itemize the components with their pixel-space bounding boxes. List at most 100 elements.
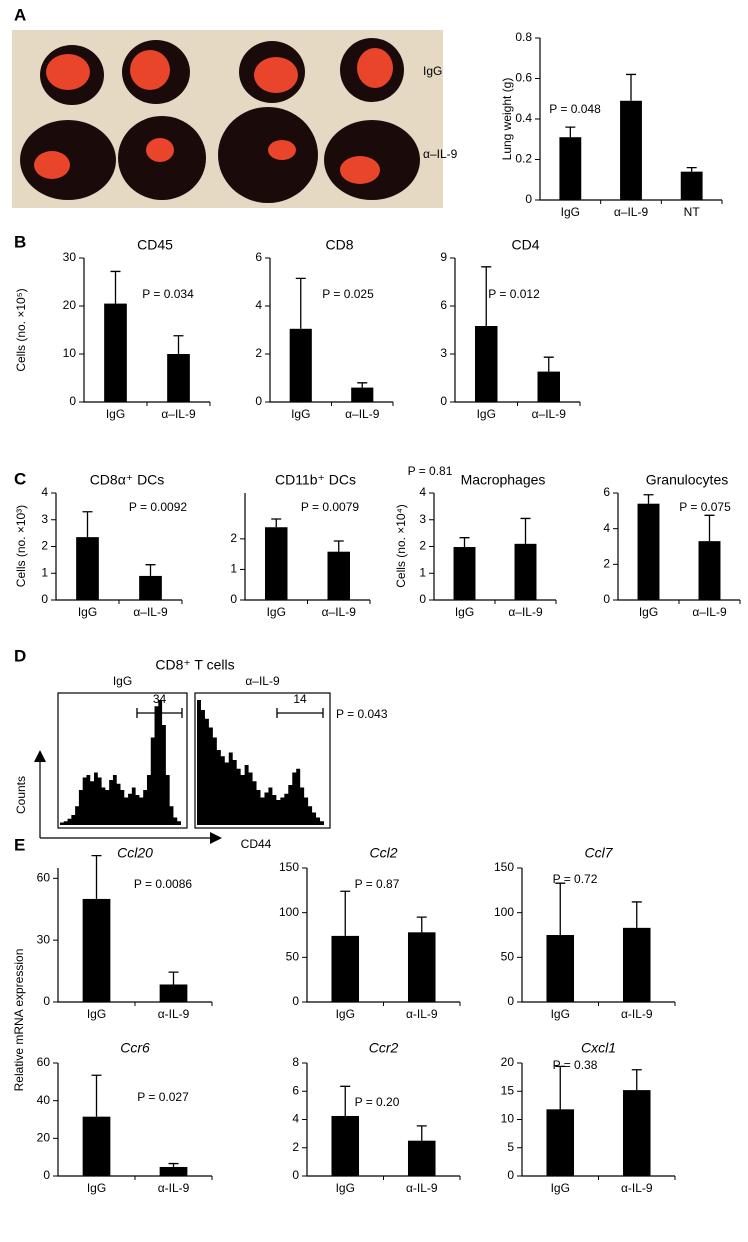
y-tick-label: 0.4 bbox=[515, 111, 532, 125]
bar bbox=[620, 100, 642, 200]
y-tick-label: 2 bbox=[419, 539, 426, 553]
x-tick-label: α-IL-9 bbox=[621, 1181, 653, 1195]
x-tick-label: α-IL-9 bbox=[158, 1007, 190, 1021]
x-tick-label: α-IL-9 bbox=[621, 1007, 653, 1021]
y-tick-label: 1 bbox=[419, 565, 426, 579]
chart-title: CD45 bbox=[137, 237, 173, 253]
x-tick-label: IgG bbox=[551, 1007, 570, 1021]
panel-label: A bbox=[14, 5, 26, 24]
bar bbox=[327, 551, 350, 600]
y-axis-label: Cells (no. ×10⁵) bbox=[14, 288, 28, 371]
y-tick-label: 0.8 bbox=[515, 30, 532, 44]
chart-title: Macrophages bbox=[461, 472, 546, 488]
error-bar bbox=[631, 901, 642, 928]
gate bbox=[276, 708, 324, 718]
p-value: P = 0.81 bbox=[408, 464, 453, 478]
bar bbox=[167, 354, 190, 402]
error-bar bbox=[357, 382, 368, 388]
bar bbox=[82, 1116, 111, 1176]
y-tick-label: 150 bbox=[279, 860, 299, 874]
p-value: P = 0.027 bbox=[137, 1090, 189, 1104]
bar bbox=[159, 1166, 188, 1176]
y-tick-label: 0 bbox=[230, 592, 237, 606]
x-tick-label: α–IL-9 bbox=[508, 605, 543, 619]
panel-label: C bbox=[14, 469, 26, 488]
p-value: P = 0.012 bbox=[488, 287, 540, 301]
y-tick-label: 0 bbox=[292, 994, 299, 1008]
x-tick-label: IgG bbox=[267, 605, 286, 619]
p-value: P = 0.72 bbox=[553, 872, 598, 886]
p-value: P = 0.0092 bbox=[129, 500, 187, 514]
photo-row-label: α–IL-9 bbox=[423, 147, 458, 161]
error-bar bbox=[340, 890, 351, 936]
y-axis-label: Cells (no. ×10⁴) bbox=[394, 504, 408, 588]
y-tick-label: 20 bbox=[63, 298, 77, 312]
bar bbox=[453, 547, 476, 600]
y-tick-label: 3 bbox=[440, 346, 447, 360]
error-bar bbox=[271, 518, 282, 528]
y-tick-label: 0 bbox=[69, 394, 76, 408]
y-tick-label: 10 bbox=[63, 346, 77, 360]
y-tick-label: 0 bbox=[255, 394, 262, 408]
bar bbox=[351, 387, 374, 402]
y-tick-label: 30 bbox=[63, 250, 77, 264]
axis-line bbox=[57, 1063, 212, 1177]
y-tick-label: 2 bbox=[41, 539, 48, 553]
error-bar bbox=[555, 1065, 566, 1110]
y-tick-label: 0 bbox=[525, 192, 532, 206]
error-bar bbox=[82, 511, 93, 538]
y-tick-label: 4 bbox=[419, 485, 426, 499]
error-bar bbox=[643, 494, 654, 504]
y-tick-label: 4 bbox=[41, 485, 48, 499]
p-value: P = 0.0086 bbox=[134, 877, 192, 891]
x-tick-label: IgG bbox=[477, 407, 496, 421]
bar bbox=[622, 927, 651, 1002]
gate-value: 34 bbox=[153, 692, 167, 706]
y-tick-label: 0 bbox=[292, 1168, 299, 1182]
p-value: P = 0.025 bbox=[322, 287, 374, 301]
x-tick-label: IgG bbox=[87, 1181, 106, 1195]
bar bbox=[546, 935, 575, 1002]
x-tick-label: IgG bbox=[106, 407, 125, 421]
error-bar bbox=[333, 540, 344, 552]
error-bar bbox=[704, 514, 715, 542]
y-tick-label: 10 bbox=[501, 1112, 515, 1126]
chart-title: CD4 bbox=[511, 237, 539, 253]
bar bbox=[537, 371, 560, 402]
y-tick-label: 2 bbox=[603, 557, 610, 571]
p-value: P = 0.20 bbox=[355, 1095, 400, 1109]
x-tick-label: IgG bbox=[639, 605, 658, 619]
error-bar bbox=[459, 537, 470, 548]
y-tick-label: 2 bbox=[255, 346, 262, 360]
error-bar bbox=[295, 277, 306, 329]
axis-line bbox=[454, 258, 580, 403]
y-tick-label: 30 bbox=[37, 932, 51, 946]
error-bar bbox=[91, 854, 102, 899]
bar bbox=[407, 1140, 436, 1176]
bar bbox=[407, 932, 436, 1002]
bar bbox=[559, 137, 582, 200]
y-tick-label: 1 bbox=[230, 562, 237, 576]
y-tick-label: 50 bbox=[501, 950, 515, 964]
y-axis-label: Lung weight (g) bbox=[500, 78, 514, 161]
axis-line bbox=[306, 1063, 460, 1177]
x-tick-label: α-IL-9 bbox=[406, 1181, 438, 1195]
y-tick-label: 0.2 bbox=[515, 152, 532, 166]
bar bbox=[159, 984, 188, 1002]
plot-frame bbox=[194, 692, 331, 829]
bar bbox=[698, 541, 721, 600]
error-bar bbox=[91, 1074, 102, 1117]
chart-title: Ccr2 bbox=[369, 1040, 399, 1056]
p-value: P = 0.034 bbox=[142, 287, 194, 301]
x-tick-label: α–IL-9 bbox=[692, 605, 727, 619]
y-tick-label: 9 bbox=[440, 250, 447, 264]
y-tick-label: 0.6 bbox=[515, 71, 532, 85]
y-tick-label: 1 bbox=[41, 565, 48, 579]
x-tick-label: α–IL-9 bbox=[345, 407, 380, 421]
y-tick-label: 150 bbox=[494, 860, 514, 874]
y-tick-label: 0 bbox=[507, 1168, 514, 1182]
panel-label: E bbox=[14, 835, 25, 854]
error-bar bbox=[481, 266, 492, 326]
x-axis-label: CD44 bbox=[241, 837, 272, 851]
y-tick-label: 0 bbox=[440, 394, 447, 408]
